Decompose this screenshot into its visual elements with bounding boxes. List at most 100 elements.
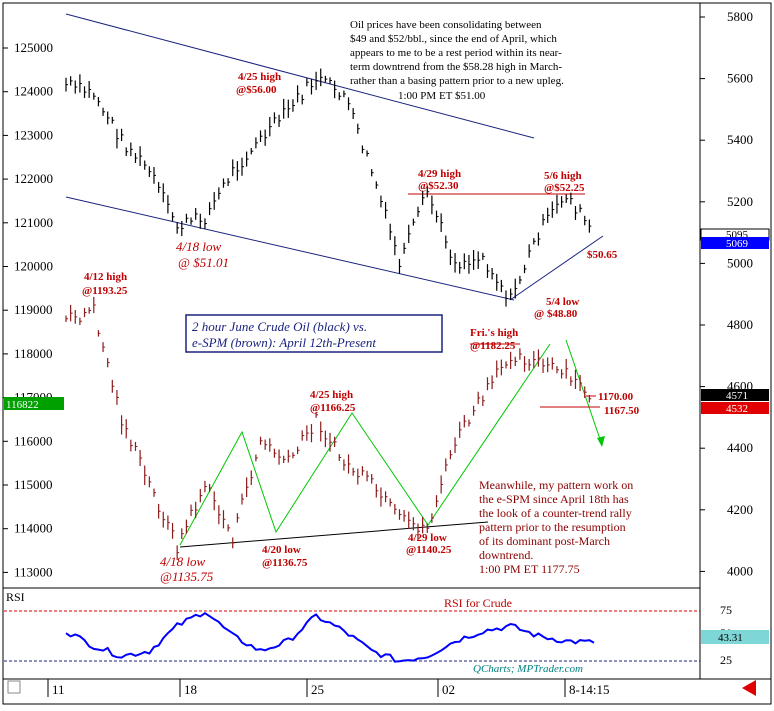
annotation-spm-fri-value: @1182.25 bbox=[470, 340, 516, 352]
spm-lower-trendline bbox=[179, 521, 489, 548]
x-axis-label: 25 bbox=[311, 682, 324, 697]
right-axis-label: 5200 bbox=[727, 194, 753, 209]
rsi-value-text: 43.31 bbox=[718, 632, 743, 644]
rsi-level-25: 25 bbox=[720, 653, 732, 667]
scroll-right-arrow-icon[interactable] bbox=[742, 680, 756, 696]
annotation-crude-56: 5/6 high bbox=[544, 170, 582, 182]
left-axis-label: 116000 bbox=[14, 433, 53, 448]
annotation-spm-425: 4/25 high bbox=[310, 389, 353, 401]
top-note-line: $49 and $52/bbl., since the end of April… bbox=[350, 33, 557, 45]
annotation-crude-54-value: @ $48.80 bbox=[534, 308, 578, 320]
left-axis-label: 115000 bbox=[14, 477, 53, 492]
right-axis-label: 5400 bbox=[727, 132, 753, 147]
left-price-tag bbox=[4, 397, 64, 410]
scroll-left-box[interactable] bbox=[7, 680, 21, 694]
annotation-crude-418: 4/18 low bbox=[176, 239, 221, 254]
annotation-spm-425-value: @1166.25 bbox=[310, 402, 356, 414]
crude-series bbox=[65, 68, 592, 307]
right-axis-label: 4400 bbox=[727, 440, 753, 455]
bottom-note: Meanwhile, my pattern work on the e-SPM … bbox=[479, 478, 633, 576]
annotation-spm-420-value: @1136.75 bbox=[262, 557, 308, 569]
right-tag-5069 bbox=[701, 237, 769, 249]
x-axis-label: 18 bbox=[184, 682, 197, 697]
annotation-spm-412-value: @1193.25 bbox=[82, 285, 128, 297]
left-axis: 125000 124000 123000 122000 121000 120000 1190… bbox=[3, 40, 53, 579]
bottom-note-line: 1:00 PM ET 1177.75 bbox=[479, 562, 580, 576]
x-axis-label: 02 bbox=[442, 682, 455, 697]
annotation-spm-429: 4/29 low bbox=[408, 532, 447, 544]
bottom-note-line: the look of a counter-trend rally bbox=[479, 506, 632, 520]
annotation-spm-429-value: @1140.25 bbox=[406, 544, 452, 556]
spm-zigzag-line bbox=[179, 343, 551, 546]
left-axis-label: 121000 bbox=[14, 215, 53, 230]
chart-credit: QCharts; MPTrader.com bbox=[473, 663, 583, 675]
right-axis-label: 5800 bbox=[727, 9, 753, 24]
spm-series bbox=[65, 296, 592, 560]
projection-arrow bbox=[597, 436, 605, 447]
rsi-line bbox=[65, 611, 595, 663]
rsi-value-tag bbox=[701, 630, 769, 644]
right-axis-label: 5600 bbox=[727, 71, 753, 86]
right-axis-strip bbox=[699, 2, 772, 680]
annotation-spm-412: 4/12 high bbox=[84, 271, 127, 283]
rsi-title: RSI for Crude bbox=[444, 596, 512, 610]
top-note-line: term downtrend from the $58.28 high in M… bbox=[350, 61, 562, 73]
x-axis: 11 18 25 02 8-14:15 bbox=[47, 679, 609, 697]
legend-line-2: e-SPM (brown): April 12th-Present bbox=[192, 335, 376, 350]
left-axis-label: 122000 bbox=[14, 171, 53, 186]
right-tag-5069-text: 5069 bbox=[726, 238, 749, 250]
top-note-line: rather than a basing pattern prior to a … bbox=[350, 75, 564, 87]
x-axis-strip bbox=[2, 678, 772, 705]
annotation-spm-1170: 1170.00 bbox=[598, 391, 634, 403]
bottom-note-line: of its dominant post-March bbox=[479, 534, 610, 548]
left-axis-label: 123000 bbox=[14, 127, 53, 142]
legend-box bbox=[185, 314, 443, 353]
top-note-line: appears to me to be a rest period within… bbox=[350, 47, 562, 59]
channel-upper-line bbox=[65, 13, 535, 139]
left-axis-label: 120000 bbox=[14, 259, 53, 274]
annotation-spm-1167: 1167.50 bbox=[604, 405, 640, 417]
left-axis-label: 113000 bbox=[14, 564, 53, 579]
annotation-crude-54: 5/4 low bbox=[546, 296, 579, 308]
right-tag-4532-text: 4532 bbox=[726, 403, 748, 415]
annotation-spm-418: 4/18 low bbox=[160, 554, 205, 569]
right-axis-label: 4800 bbox=[727, 317, 753, 332]
channel-lower-line bbox=[65, 196, 515, 301]
bottom-note-line: downtrend. bbox=[479, 548, 533, 562]
left-axis-label: 124000 bbox=[14, 84, 53, 99]
right-axis-label: 4000 bbox=[727, 563, 753, 578]
annotation-crude-429: 4/29 high bbox=[418, 168, 461, 180]
left-axis-label: 118000 bbox=[14, 346, 53, 361]
main-plot-area bbox=[2, 2, 701, 589]
annotation-spm-418-value: @1135.75 bbox=[160, 569, 214, 584]
left-axis-label: 119000 bbox=[14, 302, 53, 317]
annotation-crude-5065: $50.65 bbox=[587, 249, 618, 261]
rsi-plot-area bbox=[2, 587, 701, 680]
left-price-tag-text: 116822 bbox=[6, 399, 39, 411]
top-note-line: 1:00 PM ET $51.00 bbox=[398, 90, 486, 102]
left-axis-label: 114000 bbox=[14, 521, 53, 536]
top-note: Oil prices have been consolidating betwe… bbox=[350, 19, 564, 102]
rsi-level-75: 75 bbox=[720, 603, 732, 617]
right-axis-label: 5000 bbox=[727, 255, 753, 270]
top-note-line: Oil prices have been consolidating betwe… bbox=[350, 19, 542, 31]
right-tag-4571 bbox=[701, 389, 769, 401]
rsi-label: RSI bbox=[6, 590, 25, 604]
right-tag-4532 bbox=[701, 402, 769, 414]
right-tag-4571-text: 4571 bbox=[726, 390, 748, 402]
bottom-note-line: Meanwhile, my pattern work on bbox=[479, 478, 633, 492]
bottom-note-line: the e-SPM since April 18th has bbox=[479, 492, 629, 506]
annotation-spm-420: 4/20 low bbox=[262, 544, 301, 556]
x-axis-label: 8-14:15 bbox=[569, 682, 609, 697]
bottom-note-line: pattern prior to the resumption bbox=[479, 520, 626, 534]
annotation-crude-56-value: @$52.25 bbox=[544, 182, 585, 194]
right-axis-label: 4200 bbox=[727, 502, 753, 517]
crude-support-line bbox=[509, 235, 604, 301]
x-axis-label: 11 bbox=[52, 682, 65, 697]
annotation-crude-418-value: @ $51.01 bbox=[178, 255, 229, 270]
spm-projection-line bbox=[565, 339, 603, 446]
left-axis-label: 125000 bbox=[14, 40, 53, 55]
